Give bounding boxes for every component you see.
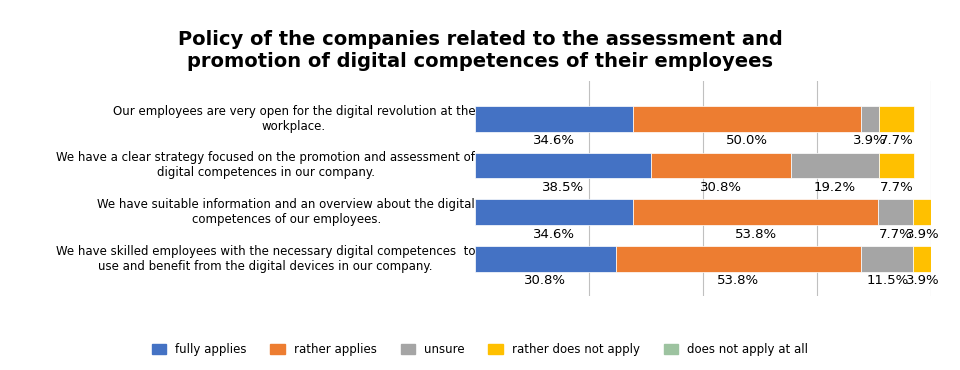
Text: 53.8%: 53.8% xyxy=(717,274,759,287)
Bar xyxy=(475,106,633,132)
Text: 7.7%: 7.7% xyxy=(879,228,913,240)
Text: 30.8%: 30.8% xyxy=(524,274,566,287)
Text: 38.5%: 38.5% xyxy=(541,181,584,194)
Text: We have skilled employees with the necessary digital competences  to
use and ben: We have skilled employees with the neces… xyxy=(56,245,475,273)
Text: 19.2%: 19.2% xyxy=(814,181,856,194)
Bar xyxy=(861,246,913,272)
Bar xyxy=(475,246,615,272)
Bar xyxy=(913,199,931,225)
Bar xyxy=(633,106,861,132)
Text: 3.9%: 3.9% xyxy=(905,228,939,240)
Text: 53.8%: 53.8% xyxy=(734,228,777,240)
Text: We have a clear strategy focused on the promotion and assessment of
digital comp: We have a clear strategy focused on the … xyxy=(57,151,475,179)
Text: 50.0%: 50.0% xyxy=(726,134,768,147)
Bar xyxy=(913,246,931,272)
Text: Policy of the companies related to the assessment and
promotion of digital compe: Policy of the companies related to the a… xyxy=(178,30,782,71)
Text: 30.8%: 30.8% xyxy=(700,181,742,194)
Bar xyxy=(878,152,914,178)
Bar xyxy=(633,199,878,225)
Bar xyxy=(615,246,861,272)
Bar xyxy=(475,152,651,178)
Bar xyxy=(651,152,791,178)
Text: 34.6%: 34.6% xyxy=(533,228,575,240)
Bar xyxy=(791,152,878,178)
Bar xyxy=(475,199,633,225)
Text: We have suitable information and an overview about the digital
competences of ou: We have suitable information and an over… xyxy=(98,198,475,226)
Text: 7.7%: 7.7% xyxy=(879,134,913,147)
Bar xyxy=(861,106,878,132)
Text: Our employees are very open for the digital revolution at the
workplace.: Our employees are very open for the digi… xyxy=(112,105,475,133)
Text: 3.9%: 3.9% xyxy=(853,134,887,147)
Text: 7.7%: 7.7% xyxy=(879,181,913,194)
Text: 3.9%: 3.9% xyxy=(905,274,939,287)
Legend: fully applies, rather applies, unsure, rather does not apply, does not apply at : fully applies, rather applies, unsure, r… xyxy=(147,338,813,360)
Text: 11.5%: 11.5% xyxy=(866,274,908,287)
Bar xyxy=(878,106,914,132)
Bar xyxy=(878,199,913,225)
Text: 34.6%: 34.6% xyxy=(533,134,575,147)
